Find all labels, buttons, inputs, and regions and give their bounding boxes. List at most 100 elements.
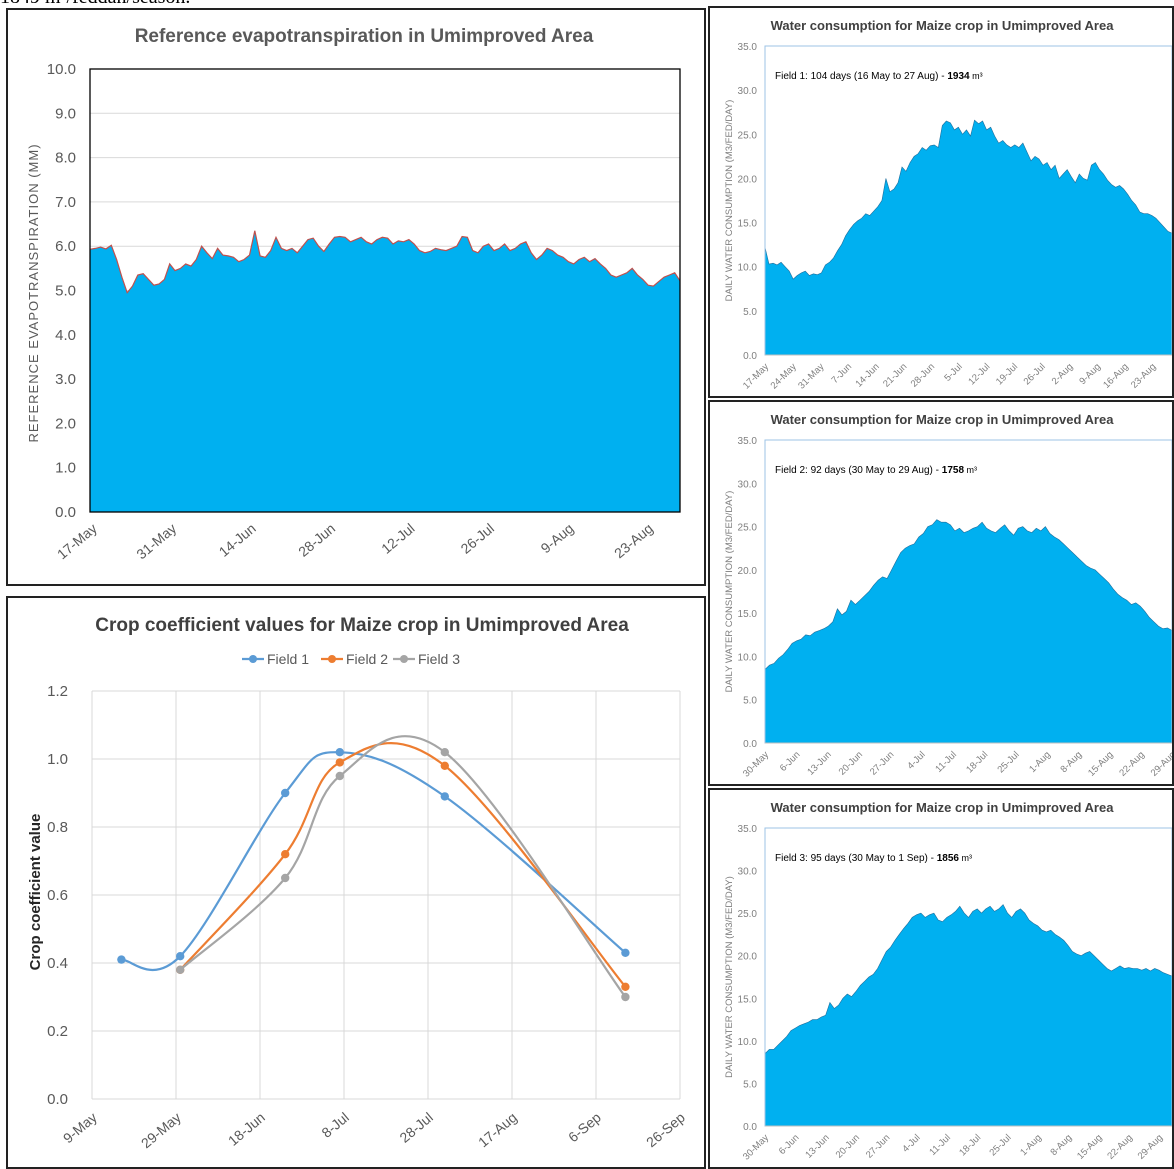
wc2-y-tick-label: 20.0 <box>738 566 758 577</box>
wc2-x-tick-label: 1-Aug <box>1027 749 1053 775</box>
eto-x-tick-label: 9-Aug <box>538 520 577 556</box>
kc-x-tick-label: 28-Jul <box>396 1109 436 1146</box>
eto-x-tick-label: 23-Aug <box>611 520 656 561</box>
kc-series-point <box>440 761 449 770</box>
wc3-y-tick-label: 10.0 <box>738 1037 758 1048</box>
kc-series-point <box>176 952 185 961</box>
wc3-x-tick-label: 8-Aug <box>1048 1132 1074 1158</box>
wc2-y-tick-label: 30.0 <box>738 479 758 490</box>
kc-series-point <box>281 850 290 859</box>
wc2-x-tick-label: 4-Jul <box>905 749 927 771</box>
wc1-x-tick-label: 21-Jun <box>881 361 909 389</box>
wc1-x-tick-label: 9-Aug <box>1077 361 1103 387</box>
kc-series-point <box>440 792 449 801</box>
eto-y-tick-label: 3.0 <box>55 371 76 388</box>
wc3-annotation-prefix: Field 3: 95 days (30 May to 1 Sep) - <box>775 853 937 864</box>
wc2-x-tick-label: 25-Jul <box>996 749 1022 775</box>
kc-series-point <box>176 965 185 974</box>
kc-legend-label: Field 2 <box>346 651 388 667</box>
kc-series-point <box>117 955 126 964</box>
eto-y-tick-label: 8.0 <box>55 150 76 167</box>
wc1-annotation-prefix: Field 1: 104 days (16 May to 27 Aug) - <box>775 71 947 82</box>
eto-x-tick-label: 31-May <box>133 520 179 562</box>
eto-x-tick-label: 14-Jun <box>216 520 259 560</box>
kc-series-point <box>440 748 449 757</box>
wc2-x-tick-label: 18-Jul <box>964 749 990 775</box>
kc-chart-panel: Crop coefficient values for Maize crop i… <box>6 596 706 1169</box>
wc1-x-tick-label: 24-May <box>769 361 799 391</box>
kc-x-tick-label: 29-May <box>138 1109 184 1151</box>
wc1-x-tick-label: 5-Jul <box>942 361 964 383</box>
wc3-x-tick-label: 1-Aug <box>1018 1132 1044 1158</box>
wc1-x-tick-label: 23-Aug <box>1129 361 1158 390</box>
kc-legend-marker <box>400 655 408 663</box>
wc2-x-tick-label: 8-Aug <box>1058 749 1084 775</box>
kc-legend-label: Field 3 <box>418 651 460 667</box>
kc-x-tick-label: 9-May <box>60 1109 100 1146</box>
wc1-area-fill <box>764 119 1172 356</box>
wc1-chart-title: Water consumption for Maize crop in Umim… <box>771 18 1115 33</box>
wc1-chart-panel: Water consumption for Maize crop in Umim… <box>708 6 1174 398</box>
eto-x-tick-label: 28-Jun <box>295 520 338 560</box>
wc2-x-tick-label: 30-May <box>741 749 771 779</box>
wc3-x-tick-label: 22-Aug <box>1105 1132 1134 1161</box>
wc2-y-tick-label: 0.0 <box>743 739 757 750</box>
wc3-y-axis-label: DAILY WATER CONSUMPTION (M3/FED/DAY) <box>724 876 735 1078</box>
kc-y-tick-label: 0.6 <box>47 887 68 904</box>
wc3-x-tick-label: 30-May <box>741 1132 771 1162</box>
eto-y-tick-label: 6.0 <box>55 238 76 255</box>
wc3-y-tick-label: 20.0 <box>738 952 758 963</box>
wc3-x-tick-label: 11-Jul <box>927 1132 953 1158</box>
wc1-x-tick-label: 26-Jul <box>1022 361 1048 387</box>
wc1-y-tick-label: 15.0 <box>738 219 758 230</box>
wc1-x-tick-label: 28-Jun <box>909 361 937 389</box>
wc2-x-tick-label: 27-Jun <box>868 749 896 777</box>
wc1-x-tick-label: 7-Jun <box>830 361 855 386</box>
wc1-y-tick-label: 25.0 <box>738 130 758 141</box>
wc2-annotation-prefix: Field 2: 92 days (30 May to 29 Aug) - <box>775 465 942 476</box>
wc2-y-tick-label: 25.0 <box>738 523 758 534</box>
kc-series-point <box>335 758 344 767</box>
eto-y-tick-label: 10.0 <box>47 61 76 78</box>
wc2-x-tick-label: 6-Jun <box>778 749 803 774</box>
eto-y-tick-label: 5.0 <box>55 283 76 300</box>
kc-series-point <box>621 982 630 991</box>
kc-legend-marker <box>249 655 257 663</box>
wc3-chart-panel: Water consumption for Maize crop in Umim… <box>708 788 1174 1169</box>
kc-y-tick-label: 0.2 <box>47 1023 68 1040</box>
eto-plot-frame <box>89 68 681 513</box>
kc-legend-marker <box>328 655 336 663</box>
wc2-chart-panel: Water consumption for Maize crop in Umim… <box>708 400 1174 786</box>
eto-area-line <box>89 230 681 294</box>
wc2-y-tick-label: 10.0 <box>738 652 758 663</box>
wc3-y-tick-label: 0.0 <box>743 1122 757 1133</box>
eto-y-axis-label: REFERENCE EVAPOTRANSPIRATION (MM) <box>26 143 41 442</box>
wc2-y-axis-label: DAILY WATER CONSUMPTION (M3/FED/DAY) <box>724 491 735 693</box>
eto-area-fill <box>90 230 680 512</box>
eto-y-tick-label: 7.0 <box>55 194 76 211</box>
wc1-y-axis-label: DAILY WATER CONSUMPTION (M3/FED/DAY) <box>724 100 735 302</box>
wc2-x-tick-label: 11-Jul <box>933 749 959 775</box>
wc2-x-tick-label: 29-Aug <box>1149 749 1172 778</box>
eto-y-tick-label: 1.0 <box>55 460 76 477</box>
eto-x-tick-label: 17-May <box>54 520 100 562</box>
wc3-x-tick-label: 27-Jun <box>864 1132 892 1160</box>
kc-chart: Crop coefficient values for Maize crop i… <box>27 615 688 1151</box>
wc1-x-tick-label: 2-Aug <box>1050 361 1076 387</box>
kc-y-tick-label: 1.2 <box>47 683 68 700</box>
kc-series-point <box>335 748 344 757</box>
eto-y-tick-label: 9.0 <box>55 105 76 122</box>
kc-series-point <box>621 992 630 1002</box>
kc-series-point <box>281 873 290 883</box>
kc-x-tick-label: 26-Sep <box>643 1109 688 1150</box>
wc1-y-tick-label: 30.0 <box>738 86 758 97</box>
wc3-chart-title: Water consumption for Maize crop in Umim… <box>771 800 1115 815</box>
kc-chart-title: Crop coefficient values for Maize crop i… <box>95 615 629 636</box>
kc-series-line <box>121 751 627 971</box>
kc-y-tick-label: 1.0 <box>47 751 68 768</box>
eto-chart-title: Reference evapotranspiration in Umimprov… <box>135 26 594 47</box>
wc3-y-tick-label: 25.0 <box>738 909 758 920</box>
wc3-x-tick-label: 29-Aug <box>1136 1132 1165 1161</box>
wc1-x-tick-label: 17-May <box>741 361 771 391</box>
wc1-annotation-unit: m³ <box>970 71 983 81</box>
